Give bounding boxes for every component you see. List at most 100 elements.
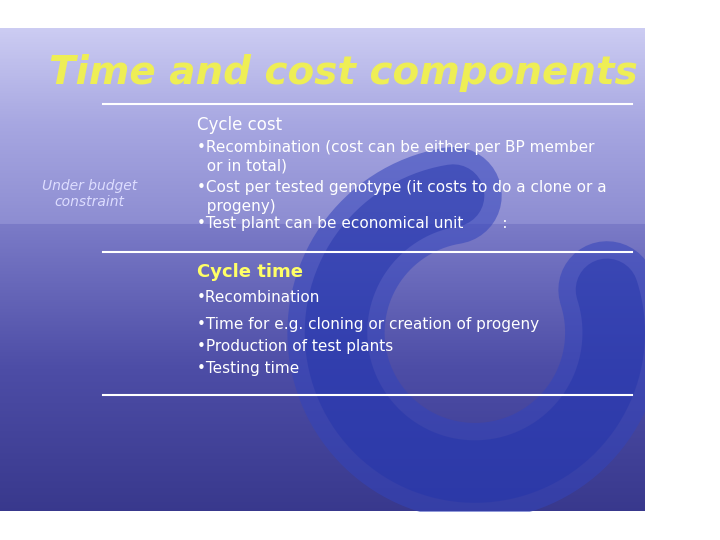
Bar bbox=[0, 430, 645, 431]
Bar bbox=[0, 120, 645, 122]
Bar bbox=[0, 331, 645, 332]
Bar bbox=[0, 103, 645, 104]
Bar bbox=[0, 304, 645, 305]
Bar bbox=[0, 152, 645, 153]
Bar bbox=[0, 470, 645, 471]
Bar bbox=[0, 266, 645, 267]
Bar bbox=[0, 420, 645, 421]
Bar bbox=[0, 260, 645, 261]
Bar bbox=[0, 258, 645, 259]
Bar bbox=[0, 56, 645, 57]
Bar bbox=[0, 346, 645, 347]
Bar bbox=[0, 194, 645, 195]
Bar bbox=[0, 131, 645, 132]
Bar bbox=[0, 290, 645, 291]
Bar bbox=[0, 179, 645, 180]
Bar bbox=[0, 340, 645, 341]
Bar bbox=[0, 404, 645, 406]
Bar bbox=[0, 170, 645, 171]
Bar bbox=[0, 488, 645, 489]
Bar bbox=[0, 238, 645, 239]
Bar bbox=[0, 360, 645, 361]
Bar bbox=[0, 227, 645, 228]
Bar bbox=[0, 391, 645, 392]
Bar bbox=[0, 286, 645, 287]
Text: Time and cost components: Time and cost components bbox=[49, 54, 638, 92]
Bar bbox=[0, 450, 645, 451]
Bar bbox=[0, 91, 645, 92]
Bar bbox=[0, 289, 645, 290]
Bar bbox=[0, 169, 645, 170]
Bar bbox=[0, 442, 645, 443]
Bar bbox=[0, 329, 645, 330]
Bar bbox=[0, 72, 645, 73]
Bar bbox=[0, 387, 645, 388]
Bar bbox=[0, 298, 645, 299]
Bar bbox=[0, 461, 645, 462]
Bar bbox=[0, 468, 645, 469]
Bar bbox=[0, 494, 645, 495]
Bar bbox=[0, 145, 645, 146]
Bar bbox=[0, 397, 645, 398]
Bar bbox=[0, 93, 645, 94]
Bar bbox=[0, 354, 645, 355]
Bar bbox=[0, 198, 645, 199]
Bar bbox=[0, 365, 645, 366]
Bar bbox=[0, 418, 645, 420]
Bar bbox=[0, 281, 645, 282]
Bar bbox=[0, 122, 645, 123]
Bar bbox=[0, 134, 645, 136]
Bar bbox=[0, 98, 645, 99]
Bar bbox=[0, 456, 645, 457]
Bar bbox=[0, 221, 645, 222]
Bar bbox=[0, 451, 645, 452]
Bar bbox=[0, 509, 645, 510]
Bar bbox=[0, 94, 645, 95]
Bar bbox=[0, 272, 645, 273]
Bar bbox=[0, 78, 645, 79]
Bar bbox=[0, 237, 645, 238]
Bar bbox=[0, 108, 645, 109]
Bar bbox=[0, 446, 645, 447]
Bar bbox=[0, 448, 645, 449]
Bar bbox=[0, 362, 645, 363]
Bar bbox=[0, 432, 645, 433]
Bar bbox=[0, 186, 645, 187]
Bar bbox=[0, 86, 645, 87]
Bar bbox=[0, 60, 645, 61]
Bar bbox=[0, 248, 645, 249]
Bar bbox=[0, 343, 645, 345]
Bar bbox=[0, 259, 645, 260]
Bar bbox=[0, 33, 645, 35]
Bar bbox=[0, 49, 645, 50]
Bar bbox=[0, 154, 645, 156]
Bar bbox=[0, 361, 645, 362]
Bar bbox=[0, 313, 645, 314]
Bar bbox=[0, 180, 645, 181]
Bar bbox=[0, 274, 645, 275]
Bar bbox=[0, 151, 645, 152]
Bar bbox=[0, 421, 645, 422]
Bar bbox=[0, 79, 645, 80]
Bar bbox=[0, 133, 645, 134]
Bar bbox=[0, 367, 645, 368]
Bar bbox=[0, 51, 645, 52]
Bar bbox=[0, 271, 645, 272]
Bar bbox=[0, 110, 645, 111]
Bar bbox=[0, 228, 645, 229]
Bar bbox=[0, 500, 645, 501]
Bar bbox=[0, 157, 645, 158]
Bar bbox=[0, 384, 645, 386]
Bar bbox=[0, 291, 645, 292]
Bar bbox=[0, 253, 645, 254]
Bar bbox=[0, 92, 645, 93]
Bar bbox=[0, 464, 645, 465]
Bar bbox=[0, 213, 645, 214]
Bar bbox=[0, 267, 645, 268]
Text: Under budget
constraint: Under budget constraint bbox=[42, 179, 138, 209]
Bar bbox=[0, 200, 645, 201]
Bar bbox=[0, 125, 645, 126]
Bar bbox=[0, 173, 645, 174]
Bar bbox=[0, 467, 645, 468]
Bar bbox=[0, 338, 645, 339]
